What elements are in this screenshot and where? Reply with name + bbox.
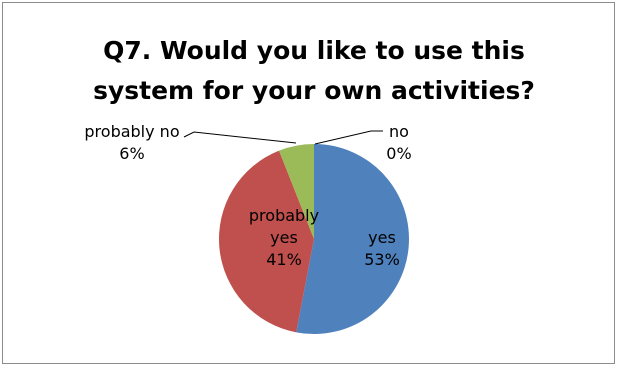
leader-lines [183, 130, 383, 145]
chart-title-line-2: system for your own activities? [93, 76, 535, 105]
data-labels: yes 53% probably yes 41% probably no 6% no 0% [84, 122, 411, 269]
data-label-line: 53% [364, 250, 400, 269]
pie-slice-yes [296, 144, 409, 334]
data-label-line: 41% [266, 250, 302, 269]
data-label-line: yes [368, 228, 396, 247]
data-label-yes: yes 53% [364, 228, 400, 269]
pie-slice-probably-yes [218, 150, 314, 333]
data-label-no: no 0% [386, 122, 411, 163]
data-label-line: yes [270, 228, 298, 247]
pie-slices [218, 144, 409, 334]
data-label-probably-no: probably no 6% [84, 122, 179, 163]
data-label-line: no [389, 122, 409, 141]
pie-slice-probably-no [279, 144, 314, 239]
data-label-line: probably [249, 206, 319, 225]
leader-line-probably-no [183, 131, 297, 144]
data-label-probably-yes: probably yes 41% [249, 206, 319, 269]
data-label-line: 6% [119, 144, 144, 163]
leader-line-no [314, 130, 383, 145]
data-label-line: probably no [84, 122, 179, 141]
chart-title-line-1: Q7. Would you like to use this [103, 36, 525, 65]
data-label-line: 0% [386, 144, 411, 163]
